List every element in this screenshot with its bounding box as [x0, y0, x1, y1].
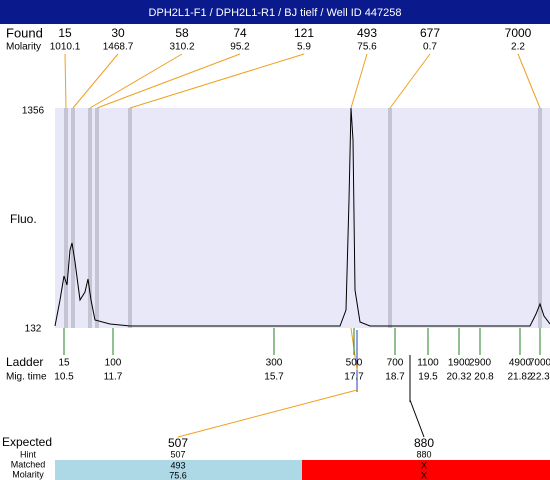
- matched-cell: [55, 460, 302, 480]
- found-label: Found: [6, 25, 43, 40]
- found-connector: [389, 53, 431, 109]
- found-connector: [64, 53, 67, 109]
- found-connector: [129, 53, 305, 109]
- peak-band: [128, 108, 132, 328]
- ladder-time: 11.7: [104, 372, 123, 383]
- trace: [54, 107, 550, 327]
- found-size: 74: [233, 26, 247, 40]
- hint-label: Hint: [20, 449, 37, 459]
- ladder-time: 10.5: [54, 372, 74, 383]
- matched-label: Matched: [11, 459, 46, 469]
- peak-band: [64, 108, 68, 328]
- expected-label: Expected: [2, 435, 52, 449]
- plot-area: [55, 108, 550, 328]
- found-connector: [350, 53, 368, 109]
- found-size: 121: [294, 26, 314, 40]
- found-size: 30: [111, 26, 125, 40]
- ladder-time: 20.8: [474, 372, 494, 383]
- peak-band: [538, 108, 542, 328]
- hint-value: 507: [170, 449, 185, 459]
- ladder-size: 2900: [469, 358, 492, 369]
- found-size: 58: [175, 26, 189, 40]
- ladder-time: 22.3: [530, 372, 550, 383]
- found-molarity: 1010.1: [50, 42, 81, 53]
- expected-size: 507: [168, 436, 188, 450]
- molarity-value: X: [421, 470, 427, 480]
- y-bottom-label: 132: [25, 324, 42, 335]
- connector: [177, 389, 358, 438]
- ladder-size: 100: [105, 358, 122, 369]
- found-molarity: 75.6: [357, 42, 377, 53]
- y-axis-label: Fluo.: [10, 212, 37, 226]
- molarity-row-label: Molarity: [12, 469, 44, 479]
- connector: [409, 399, 425, 438]
- found-size: 7000: [505, 26, 532, 40]
- matched-value: X: [421, 460, 427, 470]
- ladder-label: Ladder: [6, 355, 43, 369]
- found-connector: [72, 53, 119, 109]
- header-title: DPH2L1-F1 / DPH2L1-R1 / BJ tielf / Well …: [149, 7, 402, 19]
- peak-band: [388, 108, 392, 328]
- ladder-time: 19.5: [418, 372, 438, 383]
- molarity-value: 75.6: [169, 470, 187, 480]
- found-molarity: 2.2: [511, 42, 525, 53]
- peak-band: [71, 108, 75, 328]
- found-connector: [89, 53, 183, 109]
- ladder-time: 20.32: [446, 372, 471, 383]
- ladder-time: 15.7: [264, 372, 284, 383]
- found-molarity: 95.2: [230, 42, 250, 53]
- ladder-size: 7000: [529, 358, 550, 369]
- ladder-time: 21.82: [507, 372, 532, 383]
- found-molarity: 5.9: [297, 42, 311, 53]
- peak-band: [88, 108, 92, 328]
- molarity-label: Molarity: [6, 42, 41, 53]
- found-molarity: 0.7: [423, 42, 437, 53]
- header-bar: [0, 0, 550, 24]
- ladder-size: 500: [346, 358, 363, 369]
- matched-value: 493: [170, 460, 185, 470]
- expected-size: 880: [414, 436, 434, 450]
- ladder-size: 1100: [417, 358, 439, 369]
- hint-value: 880: [416, 449, 431, 459]
- ladder-size: 700: [387, 358, 404, 369]
- found-size: 493: [357, 26, 377, 40]
- ladder-size: 15: [58, 358, 70, 369]
- found-size: 677: [420, 26, 440, 40]
- peak-band: [95, 108, 99, 328]
- found-molarity: 1468.7: [103, 42, 134, 53]
- found-molarity: 310.2: [169, 42, 194, 53]
- mig-time-label: Mig. time: [6, 372, 47, 383]
- ladder-time: 18.7: [385, 372, 405, 383]
- ladder-time: 17.7: [344, 372, 364, 383]
- found-connector: [96, 53, 241, 109]
- y-top-label: 1356: [22, 106, 45, 117]
- ladder-size: 4900: [509, 358, 532, 369]
- ladder-size: 1900: [448, 358, 471, 369]
- found-size: 15: [58, 26, 72, 40]
- ladder-size: 300: [266, 358, 283, 369]
- found-connector: [517, 53, 541, 109]
- unmatched-cell: [302, 460, 550, 480]
